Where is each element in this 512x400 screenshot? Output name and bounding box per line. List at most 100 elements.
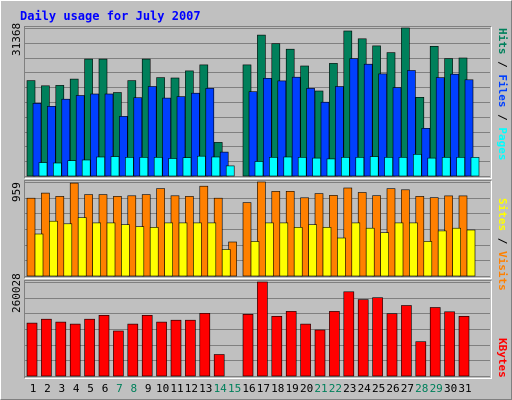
bar-sites-day-30	[452, 227, 461, 277]
bar-pages-day-6	[110, 156, 120, 177]
bar-sites-day-4	[77, 217, 87, 277]
bar-sites-day-17	[265, 222, 274, 277]
bar-files-day-3	[61, 98, 71, 177]
bar-kbytes-day-20	[300, 323, 311, 377]
bar-kbytes-day-12	[185, 319, 196, 377]
tick-label-day-23: 23	[343, 382, 357, 395]
bar-pages-day-21	[326, 158, 336, 177]
bar-pages-day-7	[125, 157, 134, 177]
bar-pages-day-25	[384, 157, 393, 177]
bar-kbytes-day-18	[271, 315, 283, 377]
bar-sites-day-20	[308, 224, 317, 277]
bar-files-day-9	[147, 86, 157, 177]
bar-sites-day-29	[437, 230, 447, 277]
bar-pages-day-22	[341, 157, 350, 177]
bar-pages-day-5	[96, 156, 105, 177]
tick-label-day-13: 13	[199, 382, 213, 395]
bar-sites-day-28	[423, 241, 433, 277]
bar-pages-day-30	[456, 157, 465, 177]
bar-pages-day-18	[283, 156, 293, 177]
bar-pages-day-3	[67, 160, 77, 177]
tick-label-day-25: 25	[371, 382, 386, 395]
bar-sites-day-9	[149, 227, 159, 277]
bar-sites-day-25	[380, 232, 389, 277]
tick-label-day-14: 14	[213, 382, 227, 395]
tick-label-day-22: 22	[328, 382, 343, 395]
bar-files-day-11	[176, 96, 186, 177]
tick-label-day-3: 3	[58, 382, 66, 395]
bar-files-day-23	[349, 58, 359, 177]
tick-label-day-12: 12	[184, 382, 199, 395]
bar-sites-day-11	[178, 222, 188, 277]
bar-files-day-7	[119, 116, 128, 177]
bar-pages-day-23	[355, 157, 365, 177]
bar-pages-day-1	[38, 162, 48, 177]
bar-pages-day-14	[225, 165, 235, 177]
bar-sites-day-3	[63, 223, 73, 277]
bar-sites-day-13	[207, 222, 217, 277]
bar-files-day-27	[407, 70, 416, 177]
bar-pages-day-27	[413, 154, 422, 177]
bar-kbytes-day-30	[444, 311, 455, 377]
bar-files-day-24	[363, 63, 373, 177]
tick-label-day-18: 18	[271, 382, 285, 395]
bar-sites-day-14	[221, 249, 231, 277]
tick-label-day-31: 31	[458, 382, 472, 395]
tick-label-day-28: 28	[415, 382, 429, 395]
bar-kbytes-day-25	[372, 297, 383, 377]
bar-sites-day-10	[164, 222, 173, 277]
bar-kbytes-day-2	[41, 318, 52, 377]
bar-sites-day-21	[322, 227, 332, 277]
bar-sites-day-23	[351, 222, 361, 277]
bar-sites-day-1	[34, 233, 44, 277]
bar-sites-day-26	[394, 222, 404, 277]
bar-sites-day-2	[49, 220, 58, 277]
tick-label-day-24: 24	[357, 382, 371, 395]
tick-label-day-16: 16	[242, 382, 256, 395]
bar-kbytes-day-6	[98, 314, 110, 377]
bar-pages-day-20	[312, 157, 321, 177]
bar-kbytes-day-22	[329, 311, 340, 377]
tick-label-day-20: 20	[299, 382, 314, 395]
bar-files-day-12	[191, 92, 200, 177]
tick-label-day-19: 19	[285, 382, 299, 395]
bar-kbytes-day-4	[69, 323, 81, 377]
tick-label-day-7: 7	[116, 382, 123, 395]
bar-kbytes-day-27	[401, 305, 412, 377]
tick-label-day-11: 11	[170, 382, 184, 395]
bar-files-day-6	[104, 93, 114, 177]
bar-sites-day-27	[409, 222, 418, 277]
bar-files-day-1	[32, 103, 42, 177]
bar-files-day-16	[248, 91, 258, 177]
bar-files-day-29	[435, 77, 445, 177]
bar-kbytes-day-23	[343, 291, 355, 377]
bar-files-day-21	[320, 101, 330, 177]
tick-label-day-10: 10	[155, 382, 170, 395]
bar-files-day-4	[75, 95, 85, 177]
bar-files-day-14	[219, 151, 229, 177]
bar-kbytes-day-9	[141, 314, 153, 377]
bar-sites-day-6	[106, 222, 116, 277]
bar-files-day-26	[392, 87, 402, 177]
bar-pages-day-2	[53, 162, 62, 177]
bar-pages-day-24	[369, 156, 379, 177]
bar-files-day-31	[464, 79, 474, 177]
tick-label-day-21: 21	[314, 382, 328, 395]
bar-sites-day-22	[337, 237, 346, 277]
bar-pages-day-11	[182, 157, 192, 177]
bar-sites-day-19	[293, 227, 303, 277]
bar-visits-day-16	[242, 202, 252, 277]
tick-label-day-1: 1	[29, 382, 37, 395]
bar-files-day-19	[291, 76, 301, 177]
tick-label-day-15: 15	[227, 382, 242, 395]
bar-files-day-28	[421, 128, 431, 177]
bar-pages-day-9	[153, 157, 163, 177]
bar-sites-day-18	[279, 222, 289, 277]
bar-visits-day-1	[26, 197, 36, 277]
bar-sites-day-16	[250, 241, 260, 277]
bar-kbytes-day-29	[429, 307, 441, 377]
bar-files-day-10	[162, 97, 171, 177]
tick-label-day-9: 9	[144, 382, 152, 395]
tick-label-day-8: 8	[130, 382, 138, 395]
tick-label-day-2: 2	[44, 382, 51, 395]
